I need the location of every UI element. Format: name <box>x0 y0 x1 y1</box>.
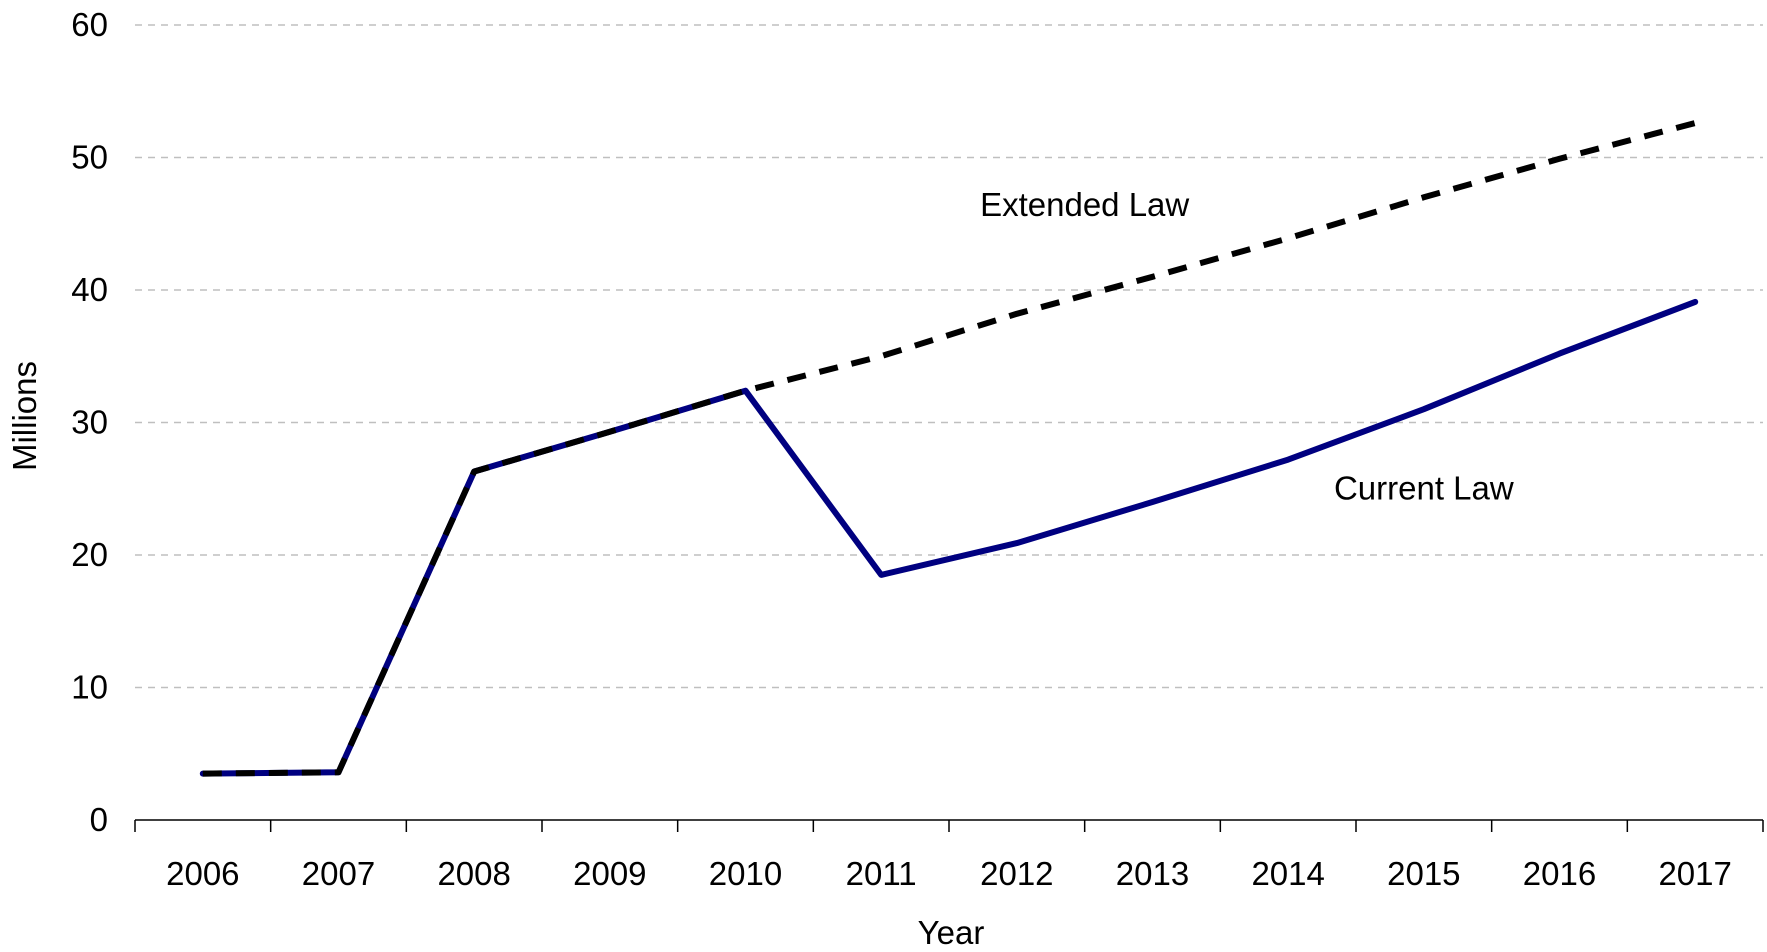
y-tick-label: 60 <box>71 6 108 43</box>
x-tick-label: 2008 <box>437 855 510 892</box>
y-tick-label: 0 <box>90 801 108 838</box>
x-tick-label: 2014 <box>1251 855 1324 892</box>
x-axis-title: Year <box>918 914 985 951</box>
x-tick-label: 2011 <box>846 855 917 892</box>
y-axis-tick-labels: 0 10 20 30 40 50 60 <box>71 6 108 838</box>
x-axis-tick-labels: 2006 2007 2008 2009 2010 2011 2012 2013 2014 2015… <box>166 855 1732 892</box>
y-tick-label: 50 <box>71 139 108 176</box>
series-lines <box>199 120 1699 777</box>
annotation-current-law: Current Law <box>1334 469 1514 506</box>
y-tick-label: 10 <box>71 669 108 706</box>
x-tick-label: 2013 <box>1116 855 1189 892</box>
x-tick-label: 2007 <box>302 855 375 892</box>
series-line-extended-law <box>202 120 1696 777</box>
x-tick-label: 2010 <box>709 855 782 892</box>
annotation-extended-law: Extended Law <box>980 186 1189 223</box>
x-tick-label: 2009 <box>573 855 646 892</box>
y-axis-title: Millions <box>6 361 43 471</box>
series-line-current-law <box>199 298 1699 777</box>
gridlines <box>135 24 1763 689</box>
y-tick-label: 20 <box>71 536 108 573</box>
x-tick-label: 2015 <box>1387 855 1460 892</box>
x-tick-label: 2006 <box>166 855 239 892</box>
x-tick-label: 2016 <box>1523 855 1596 892</box>
x-tick-label: 2012 <box>980 855 1053 892</box>
y-tick-label: 40 <box>71 271 108 308</box>
x-tick-label: 2017 <box>1658 855 1731 892</box>
y-tick-label: 30 <box>71 404 108 441</box>
axes <box>134 819 1764 832</box>
series-annotations: Extended Law Current Law <box>980 186 1514 507</box>
